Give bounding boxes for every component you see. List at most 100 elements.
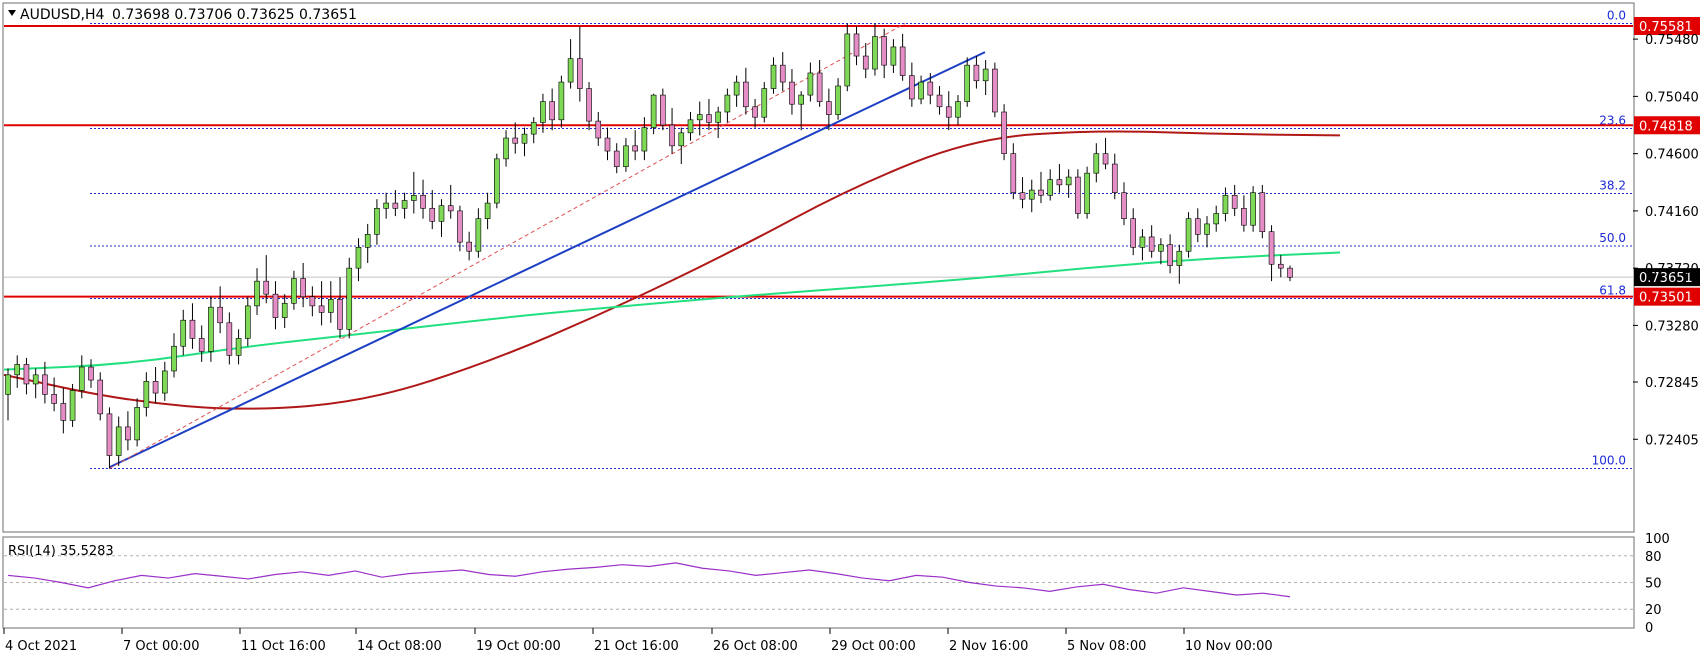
candle-body <box>1287 267 1293 278</box>
time-tick-label: 4 Oct 2021 <box>5 639 77 654</box>
candle-body <box>235 338 242 356</box>
candle-body <box>1111 163 1118 193</box>
candle-body <box>1277 263 1284 269</box>
time-tick-label: 14 Oct 08:00 <box>357 639 442 654</box>
price-tick-label: 0.73720 <box>1645 262 1699 277</box>
candle-body <box>696 114 703 121</box>
candle-body <box>521 133 528 144</box>
candle-body <box>1047 179 1054 196</box>
candle-body <box>392 202 399 209</box>
candle-body <box>23 364 30 385</box>
candle-body <box>650 94 657 128</box>
candle-body <box>881 36 887 66</box>
candle-body <box>752 106 758 118</box>
candle-body <box>291 278 297 304</box>
candle-body <box>97 379 104 415</box>
candle-body <box>872 36 878 70</box>
candle-body <box>1093 153 1100 174</box>
candle-body <box>955 101 961 118</box>
candle-body <box>420 194 426 209</box>
time-tick-label: 10 Nov 00:00 <box>1185 639 1273 654</box>
candle-body <box>530 122 537 135</box>
candle-body <box>1139 236 1146 248</box>
fib-level-label: 23.6 <box>1599 114 1626 128</box>
rsi-tick-label: 80 <box>1645 550 1662 565</box>
candle-body <box>494 158 500 204</box>
symbol-label: AUDUSD,H4 <box>20 7 104 23</box>
candle-body <box>632 145 638 152</box>
rsi-indicator: 100 80 50 20 0 <box>4 532 1670 636</box>
candle-body <box>32 374 39 385</box>
fib-level-label: 50.0 <box>1599 231 1626 245</box>
candle-body <box>309 296 316 307</box>
candle-body <box>198 338 205 352</box>
candle-body <box>1222 194 1229 214</box>
fib-level-label: 38.2 <box>1599 179 1626 193</box>
time-tick-label: 2 Nov 16:00 <box>949 639 1028 654</box>
candle-body <box>826 101 832 115</box>
fast-moving-average-line <box>3 251 1341 371</box>
candle-body <box>798 94 804 105</box>
candle-body <box>383 202 389 209</box>
time-tick-label: 29 Oct 00:00 <box>831 639 916 654</box>
candle-body <box>1019 192 1026 200</box>
candle-body <box>300 278 306 298</box>
candle-body <box>263 280 270 295</box>
price-level-tag-text: 0.75581 <box>1639 20 1693 35</box>
candle-body <box>604 137 611 152</box>
candle-body <box>429 207 436 222</box>
candle-body <box>706 114 712 123</box>
candle-body <box>890 46 897 66</box>
candle-body <box>1213 213 1220 225</box>
candle-body <box>411 194 417 201</box>
collapse-triangle-icon[interactable] <box>8 10 16 16</box>
candle-body <box>909 75 915 100</box>
candle-body <box>180 319 187 347</box>
candle-body <box>770 64 777 89</box>
candle-body <box>779 64 786 83</box>
candle-body <box>577 58 583 89</box>
price-tick-label: 0.75480 <box>1645 33 1699 48</box>
price-tick-label: 0.74160 <box>1645 205 1699 220</box>
candle-body <box>641 127 648 152</box>
candle-body <box>1121 192 1127 220</box>
candle-body <box>134 407 140 441</box>
candle-body <box>1167 244 1173 266</box>
candle-body <box>964 64 970 102</box>
moving-averages <box>3 130 1341 410</box>
price-tick-label: 0.72845 <box>1645 376 1699 391</box>
candle-body <box>14 364 21 376</box>
candle-body <box>613 150 620 167</box>
candle-body <box>161 370 168 394</box>
time-tick-label: 21 Oct 16:00 <box>594 639 679 654</box>
price-level-tag <box>1634 287 1700 306</box>
candle-body <box>973 64 980 82</box>
fib-level-label: 100.0 <box>1592 454 1626 468</box>
candle-body <box>1241 207 1247 226</box>
candle-body <box>1075 176 1081 214</box>
candle-body <box>115 426 122 456</box>
candle-body <box>1185 218 1192 252</box>
candle-body <box>125 426 131 441</box>
candle-body <box>484 202 491 220</box>
candle-body <box>60 403 67 421</box>
candle-body <box>1268 231 1275 265</box>
candle-body <box>171 345 177 372</box>
candle-body <box>337 299 343 330</box>
candle-body <box>254 280 260 307</box>
rsi-tick-label: 100 <box>1645 532 1670 547</box>
candle-body <box>715 111 721 123</box>
candle-body <box>281 302 288 318</box>
candle-body <box>761 88 768 118</box>
candle-body <box>208 306 214 352</box>
candle-body <box>835 85 841 115</box>
price-tick-label: 0.75040 <box>1645 90 1699 105</box>
slow-moving-average-line <box>3 130 1341 410</box>
fib-anchor-line <box>109 23 906 469</box>
candle-body <box>1065 176 1072 186</box>
candle-body <box>1084 172 1090 214</box>
candlesticks <box>5 23 1293 469</box>
time-axis: 4 Oct 2021 7 Oct 00:00 11 Oct 16:00 14 Oct … <box>3 628 1273 654</box>
time-tick-label: 26 Oct 08:00 <box>713 639 798 654</box>
candle-body <box>244 305 251 339</box>
